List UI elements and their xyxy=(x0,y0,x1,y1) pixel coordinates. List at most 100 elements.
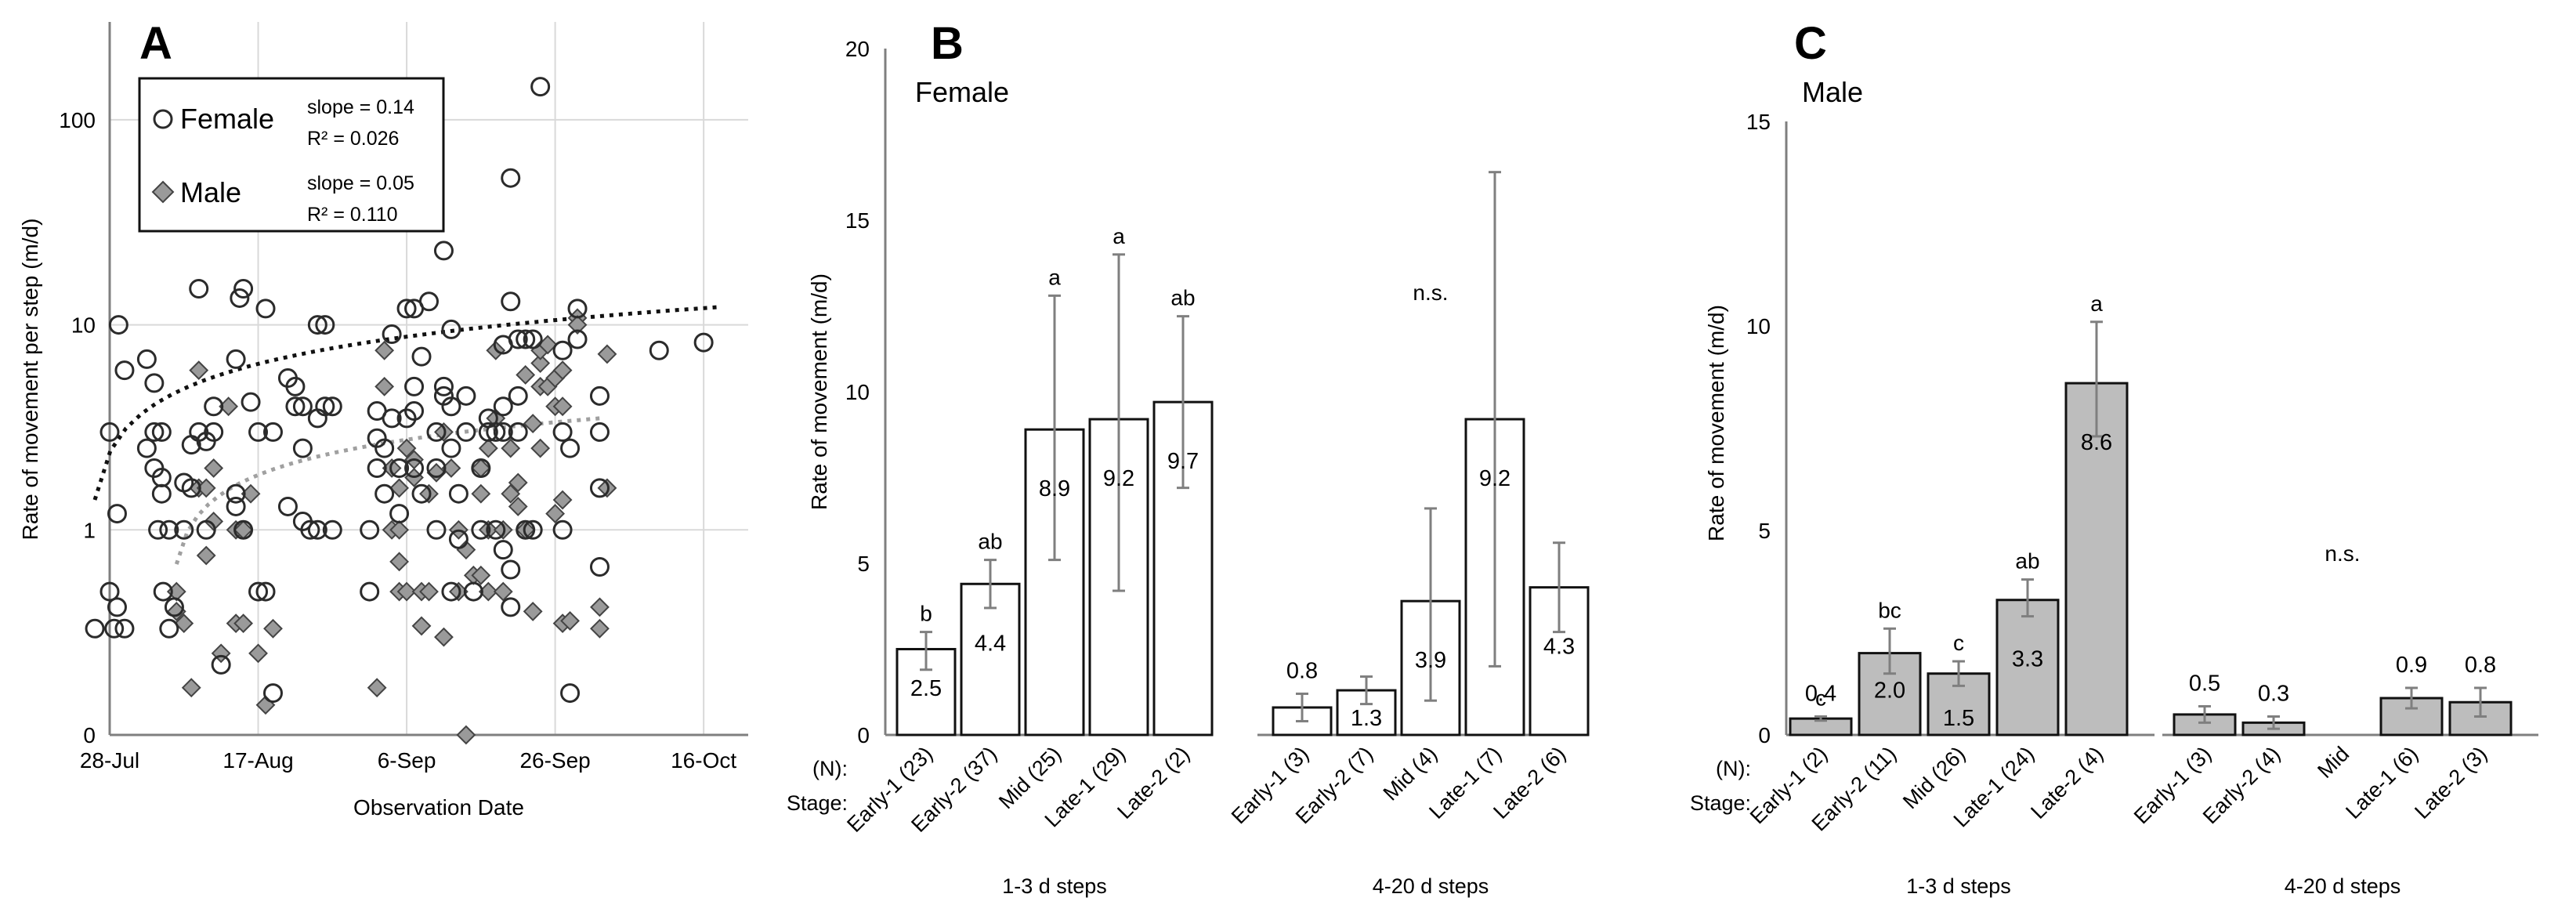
panel-a-letter: A xyxy=(139,18,172,69)
male-point xyxy=(389,478,410,498)
value-label: 0.8 xyxy=(2465,653,2496,678)
panel-a-x-tick: 16-Oct xyxy=(671,748,736,773)
female-point xyxy=(241,392,261,412)
female-point xyxy=(493,396,513,417)
male-point xyxy=(396,581,417,602)
female-point xyxy=(404,401,425,422)
female-point xyxy=(255,581,276,602)
female-point xyxy=(189,278,209,299)
female-point xyxy=(382,324,402,345)
legend-male-slope: slope = 0.05 xyxy=(307,172,414,194)
panel-a-y-tick: 10 xyxy=(71,313,96,338)
male-point xyxy=(493,519,513,540)
value-label: 3.3 xyxy=(2012,647,2043,672)
male-point xyxy=(248,643,268,664)
panel-a-legend: Female slope = 0.14 R² = 0.026 Male slop… xyxy=(138,77,445,233)
y-tick-label: 0 xyxy=(857,723,870,747)
female-point xyxy=(411,346,432,367)
male-point xyxy=(411,616,432,636)
panel-a-trendlines xyxy=(92,305,719,565)
y-tick-label: 0 xyxy=(1758,723,1771,747)
female-point xyxy=(233,519,254,540)
female-point xyxy=(463,581,483,602)
panel-b-y-tick-labels: 0 5 10 15 20 xyxy=(845,37,870,747)
value-label: 1.5 xyxy=(1943,706,1974,731)
male-point xyxy=(374,376,395,396)
female-point xyxy=(589,422,610,442)
male-point xyxy=(523,602,543,621)
female-point xyxy=(426,422,447,442)
significance-letter: a xyxy=(1113,224,1125,248)
female-point xyxy=(693,332,714,353)
legend-female-label: Female xyxy=(180,103,274,135)
value-label: 2.5 xyxy=(910,676,942,701)
bar xyxy=(2173,713,2237,736)
male-point xyxy=(456,725,476,745)
panel-a-x-label: Observation Date xyxy=(353,795,524,820)
male-point xyxy=(396,438,417,458)
value-label: 0.3 xyxy=(2258,682,2289,707)
female-point xyxy=(226,496,246,516)
female-point xyxy=(508,385,528,406)
male-point xyxy=(189,360,209,381)
y-tick-label: 10 xyxy=(1746,314,1771,338)
female-point xyxy=(367,458,387,479)
female-point xyxy=(315,396,335,417)
panel-b-title: Female xyxy=(915,76,1009,108)
female-point xyxy=(292,438,313,458)
panel-a-points xyxy=(85,77,714,745)
legend-male-r2: R² = 0.110 xyxy=(307,204,398,226)
female-point xyxy=(441,581,461,602)
value-label: 0.8 xyxy=(1286,658,1318,683)
female-point xyxy=(114,618,135,639)
value-label: 1.3 xyxy=(1351,706,1382,731)
female-point xyxy=(136,438,157,458)
male-point xyxy=(523,414,543,434)
female-point xyxy=(478,422,498,442)
female-point xyxy=(292,396,313,417)
male-point xyxy=(493,581,513,602)
value-label: 4.3 xyxy=(1543,635,1575,660)
female-point xyxy=(374,438,395,458)
male-point xyxy=(419,483,439,504)
significance-letter: ab xyxy=(2015,549,2039,574)
panel-a-x-tick: 17-Aug xyxy=(223,748,293,773)
female-point xyxy=(456,422,476,442)
female-point xyxy=(552,519,573,540)
female-point xyxy=(471,519,491,540)
male-point xyxy=(478,438,498,458)
male-point xyxy=(501,483,521,504)
value-label: 0.5 xyxy=(2189,671,2220,696)
female-point xyxy=(523,519,543,540)
female-point xyxy=(285,396,306,417)
male-point xyxy=(508,497,528,516)
male-point xyxy=(530,353,551,373)
female-point xyxy=(159,618,179,639)
male-point xyxy=(545,504,566,523)
male-point xyxy=(597,478,617,498)
y-tick-label: 20 xyxy=(845,37,870,61)
female-point xyxy=(471,458,491,479)
female-point xyxy=(441,319,461,339)
female-point xyxy=(530,77,551,97)
panel-c-n-label: (N): xyxy=(1716,757,1751,780)
female-point xyxy=(411,483,432,504)
female-point xyxy=(144,422,165,442)
female-point xyxy=(589,385,610,406)
female-point xyxy=(315,315,335,335)
panel-c-stage-label: Stage: xyxy=(1690,791,1751,815)
male-point xyxy=(181,678,201,698)
female-point xyxy=(552,340,573,360)
male-point xyxy=(204,512,224,531)
panel-a-y-tick: 0 xyxy=(83,723,96,747)
significance-letter: a xyxy=(1048,265,1061,289)
male-point xyxy=(560,610,580,631)
female-point xyxy=(486,422,506,442)
panel-a-x-tick: 28-Jul xyxy=(80,748,139,773)
male-point xyxy=(508,472,528,493)
panel-a-y-tick-labels: 0 1 10 100 xyxy=(59,108,96,747)
female-point xyxy=(151,483,172,504)
legend-male-marker xyxy=(151,180,175,204)
